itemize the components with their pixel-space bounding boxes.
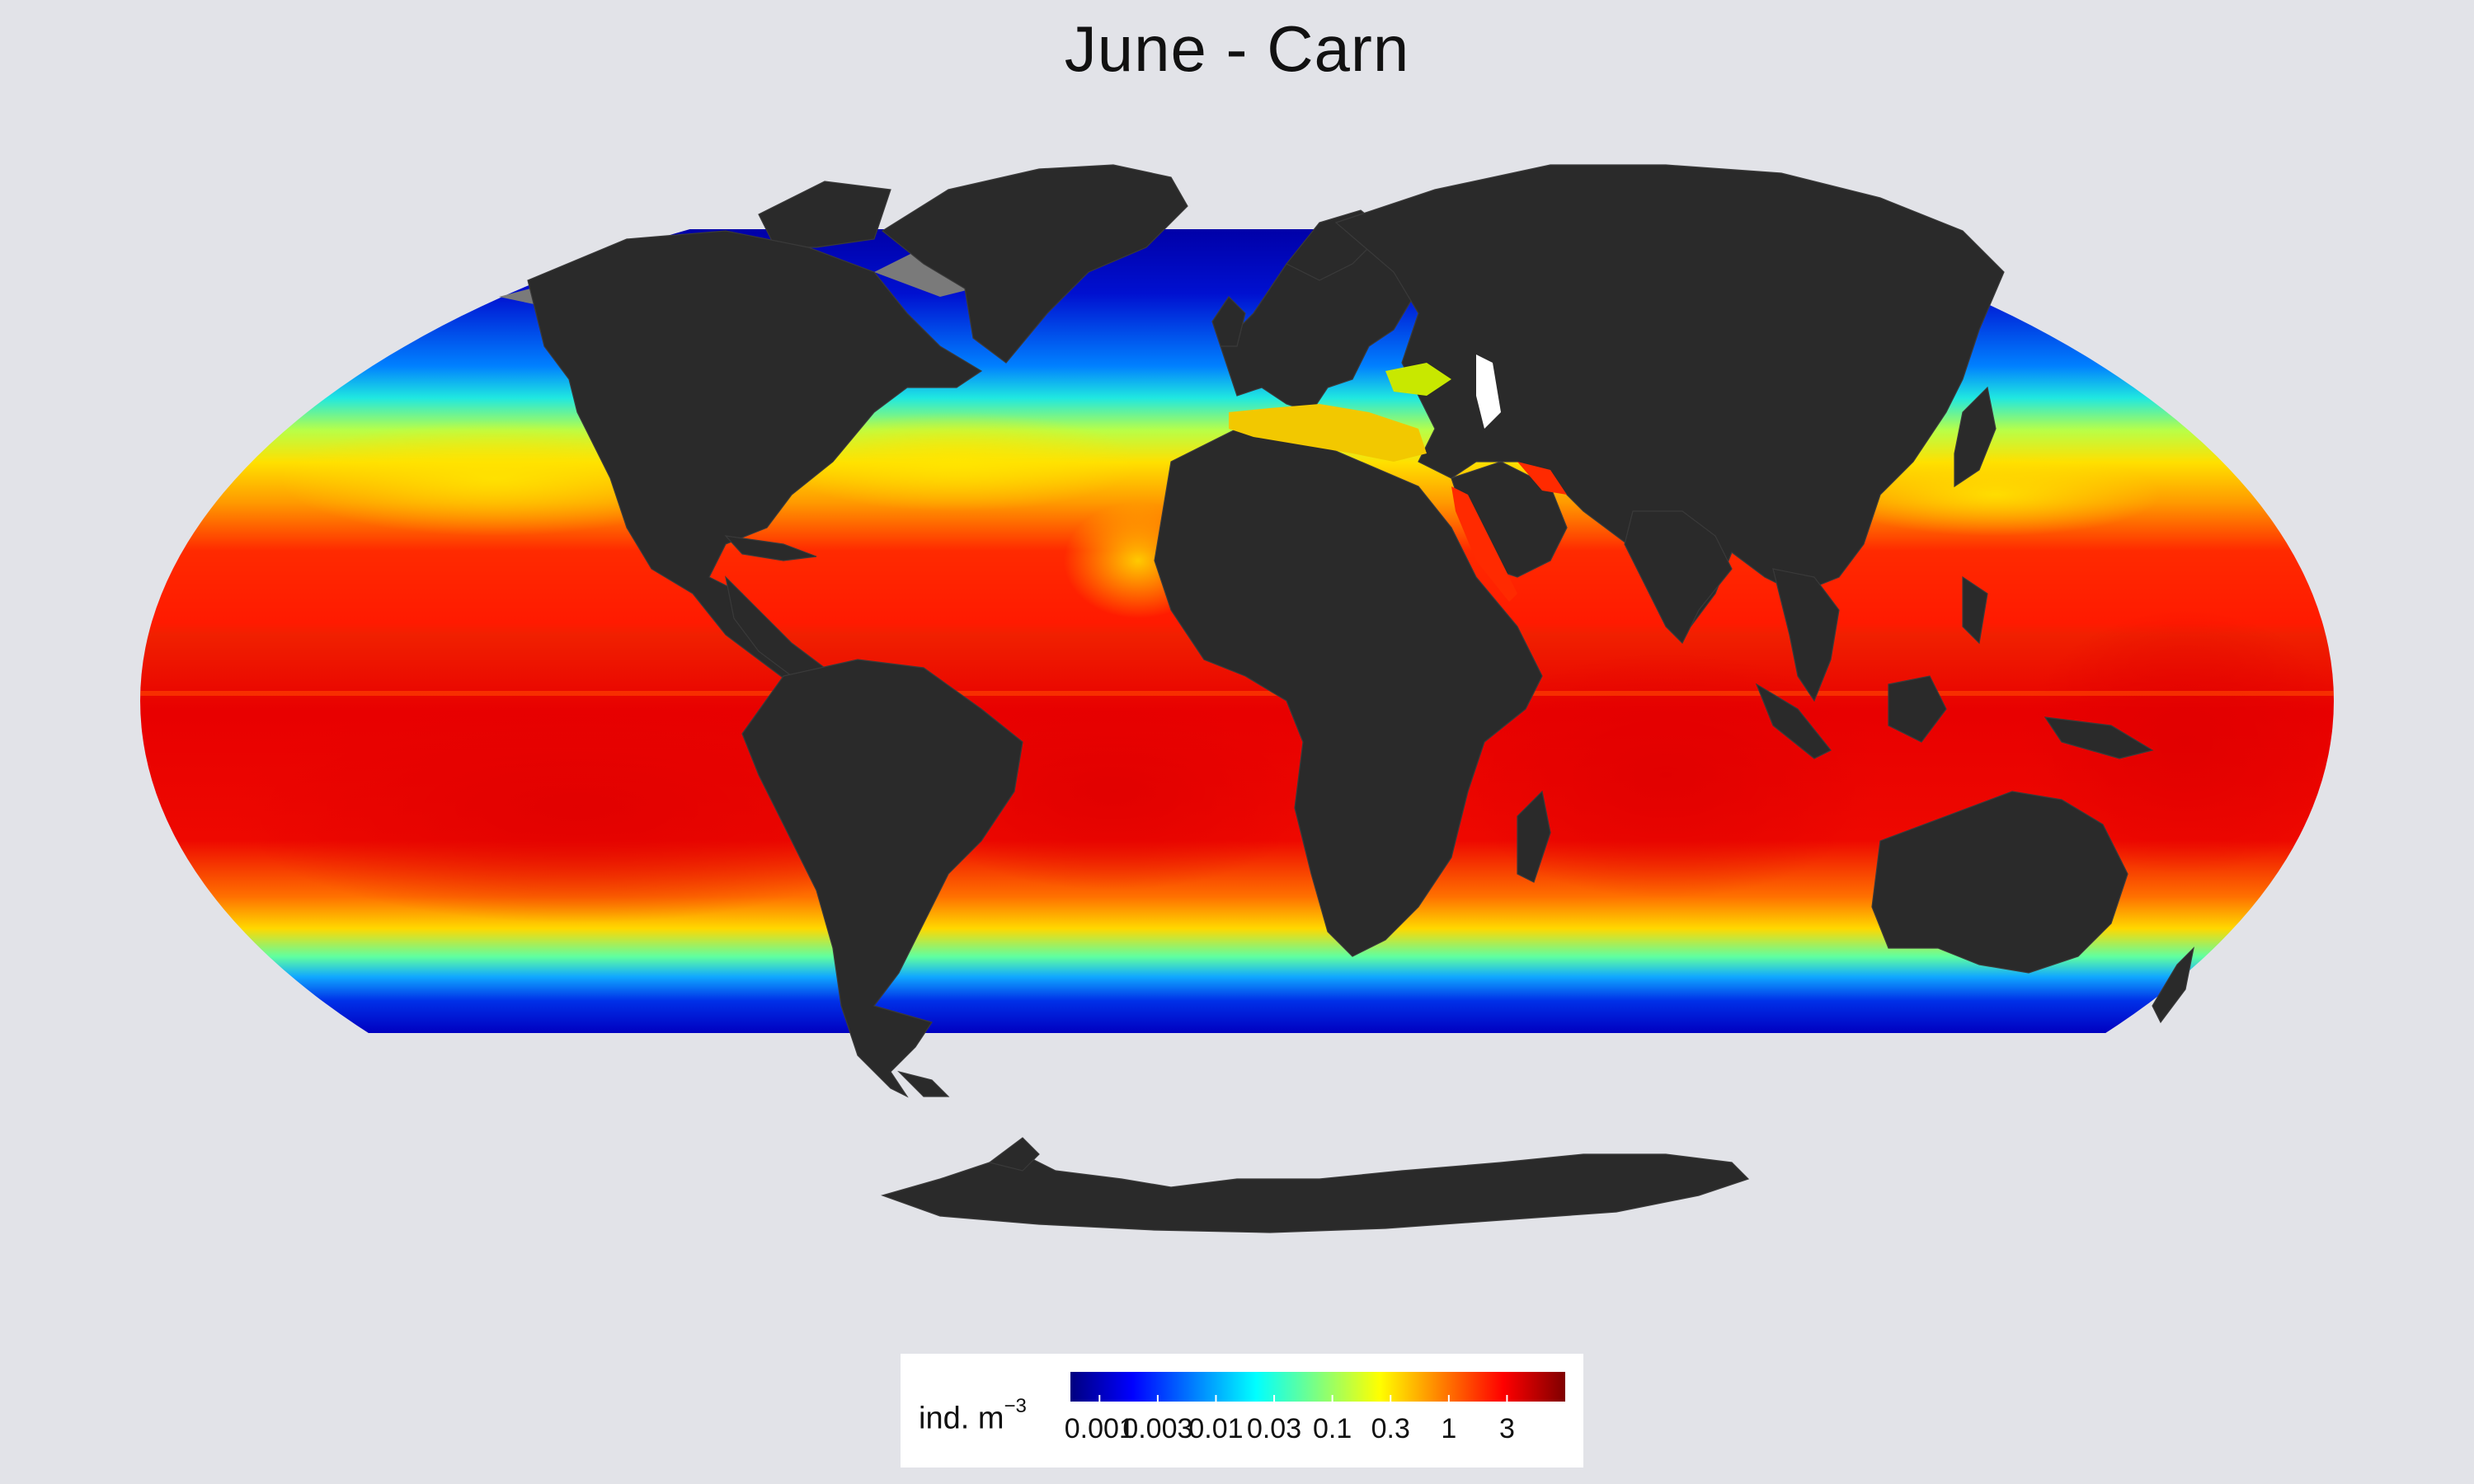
colorbar-legend: ind. m−3 0.001 0.003 0.01 0.03 0.1 0.3 1 3 — [901, 1354, 1583, 1468]
map-title: June - Carn — [1064, 12, 1410, 85]
australia — [1871, 791, 2128, 974]
black-sea — [1385, 363, 1451, 396]
new-guinea — [2044, 716, 2154, 759]
colorbar-tick-label: 1 — [1441, 1413, 1457, 1444]
red-sea — [1451, 486, 1517, 602]
new-zealand — [2152, 946, 2194, 1024]
arctic-archipelago — [758, 181, 891, 248]
colorbar-tick-label: 0.03 — [1246, 1413, 1302, 1444]
colorbar-tick-label: 0.003 — [1122, 1413, 1193, 1444]
colorbar-tick-label: 3 — [1498, 1413, 1515, 1444]
indochina — [1772, 568, 1840, 702]
legend-unit-label: ind. m−3 — [919, 1395, 1027, 1437]
japan — [1954, 386, 1997, 488]
caribbean-islands — [724, 535, 817, 561]
africa — [1154, 428, 1543, 957]
colorbar-tick-label: 0.1 — [1313, 1413, 1352, 1444]
legend-unit-exponent: −3 — [1004, 1395, 1027, 1417]
british-isles — [1211, 296, 1246, 347]
sumatra — [1755, 683, 1832, 759]
inland-seas — [1229, 355, 1567, 602]
land-masses — [527, 164, 2194, 1233]
colorbar — [1070, 1372, 1565, 1402]
antarctica — [881, 1153, 1750, 1233]
south-america — [741, 659, 1023, 1098]
india — [1624, 510, 1733, 645]
mediterranean-sea — [1229, 404, 1427, 462]
borneo — [1888, 675, 1947, 743]
colorbar-gradient — [1070, 1372, 1565, 1402]
persian-gulf — [1517, 462, 1567, 495]
colorbar-tick-marks — [1098, 1395, 1508, 1402]
philippines — [1962, 575, 1988, 645]
caspian-sea — [1476, 355, 1501, 429]
legend-unit-text: ind. m — [919, 1401, 1004, 1436]
madagascar — [1517, 790, 1551, 883]
antarctic-peninsula — [988, 1137, 1040, 1172]
colorbar-tick-label: 0.01 — [1188, 1413, 1244, 1444]
colorbar-tick-label: 0.001 — [1064, 1413, 1135, 1444]
colorbar-tick-label: 0.3 — [1371, 1413, 1410, 1444]
greenland — [881, 164, 1188, 364]
tierra-del-fuego — [897, 1070, 950, 1097]
